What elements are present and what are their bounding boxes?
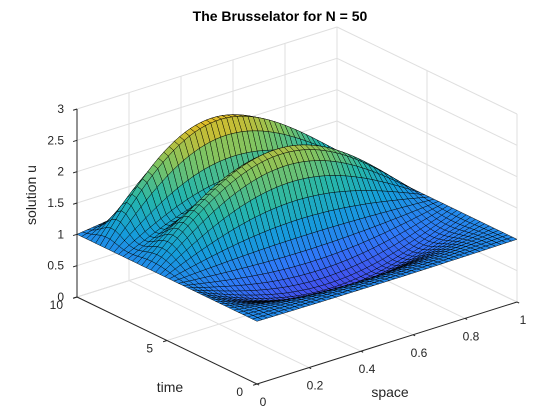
x-tick-mark bbox=[412, 334, 416, 337]
z-tick-mark bbox=[72, 108, 78, 111]
z-tick-mark bbox=[72, 202, 78, 205]
z-tick-label: 1 bbox=[57, 227, 64, 241]
z-tick-label: 0.5 bbox=[47, 259, 64, 273]
side-grid-line bbox=[336, 57, 518, 146]
chart-title: The Brusselator for N = 50 bbox=[193, 8, 368, 24]
back-grid-line bbox=[76, 57, 338, 141]
side-grid-line bbox=[336, 26, 518, 115]
x-tick-mark bbox=[256, 383, 260, 386]
y-tick-label: 0 bbox=[236, 385, 243, 399]
z-tick-mark bbox=[72, 265, 78, 268]
x-tick-label: 0.4 bbox=[359, 362, 376, 376]
x-tick-label: 0.6 bbox=[411, 346, 428, 360]
y-tick-label: 5 bbox=[146, 342, 153, 356]
x-tick-mark bbox=[360, 350, 364, 353]
y-tick-mark bbox=[162, 340, 168, 343]
x-tick-mark bbox=[516, 301, 520, 304]
x-tick-label: 1 bbox=[520, 313, 527, 327]
z-tick-label: 2.5 bbox=[47, 133, 64, 147]
z-tick-mark bbox=[72, 171, 78, 174]
x-tick-label: 0 bbox=[260, 395, 267, 409]
x-axis-label: space bbox=[371, 384, 409, 400]
z-tick-mark bbox=[72, 296, 78, 299]
surface-plot bbox=[76, 114, 518, 322]
x-tick-mark bbox=[464, 317, 468, 320]
y-tick-mark bbox=[252, 383, 258, 386]
side-grid-line bbox=[336, 89, 518, 178]
z-tick-mark bbox=[72, 233, 78, 237]
y-tick-label: 10 bbox=[50, 298, 64, 312]
z-tick-label: 2 bbox=[57, 165, 64, 179]
z-tick-label: 3 bbox=[57, 102, 64, 116]
z-tick-label: 1.5 bbox=[47, 196, 64, 210]
side-grid-line bbox=[336, 120, 518, 209]
z-tick-label: 0 bbox=[57, 290, 64, 304]
x-axis-line bbox=[256, 301, 518, 385]
y-axis-label: time bbox=[157, 379, 184, 395]
x-tick-mark bbox=[308, 367, 312, 370]
z-tick-mark bbox=[72, 139, 78, 143]
z-axis-label: solution u bbox=[23, 165, 39, 225]
surface-patch bbox=[506, 236, 518, 242]
back-grid-line bbox=[76, 26, 338, 110]
x-tick-label: 0.8 bbox=[463, 329, 480, 343]
x-tick-label: 0.2 bbox=[307, 379, 324, 393]
